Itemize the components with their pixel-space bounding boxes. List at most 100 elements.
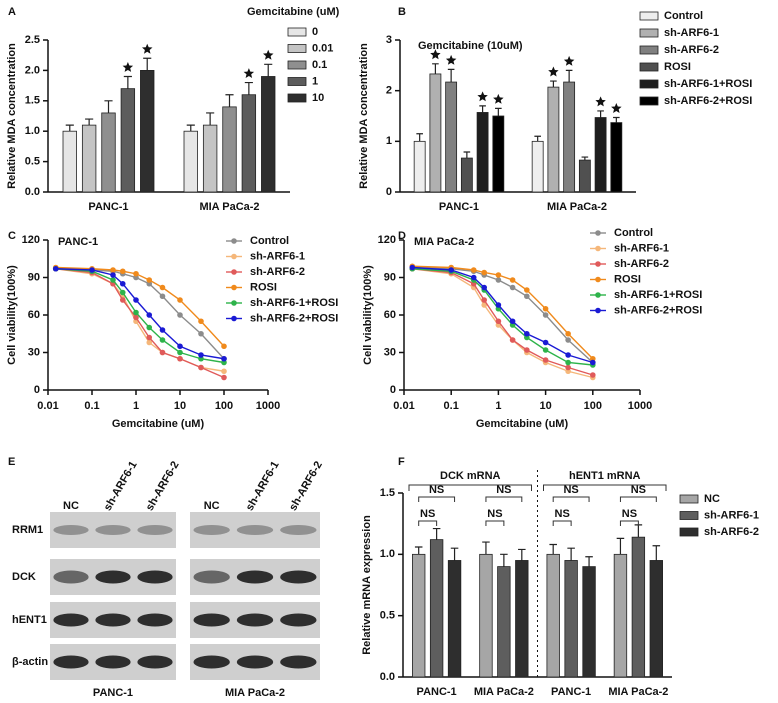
comparison-label: NS [563,484,578,496]
legend-title: Gemcitabine (uM) [247,6,340,18]
group-label: hENT1 mRNA [569,470,641,482]
bar [578,159,591,193]
series-line [412,268,593,366]
series-line [412,265,594,360]
data-point [177,297,183,303]
group-label: DCK mRNA [440,470,501,482]
comparison-label: NS [555,508,570,520]
error-bar [597,110,604,118]
data-point [119,297,126,303]
legend-label: sh-ARF6-1 [250,250,305,262]
x-tick-label: 0.1 [444,400,459,412]
blot-group-label: PANC-1 [93,687,133,699]
legend-label: sh-ARF6-2+ROSI [250,312,338,324]
y-tick-label: 1.5 [380,487,395,499]
bar [429,73,442,193]
panel-annotation: MIA PaCa-2 [414,236,474,248]
data-point [198,364,204,371]
x-tick-label: MIA PaCa-2 [608,686,668,698]
series-line [55,268,225,379]
legend-marker [231,238,237,244]
significance-star [493,93,504,104]
bar [649,560,663,678]
bar [62,130,77,193]
data-point [509,318,516,325]
comparison-bracket [418,496,456,502]
blot-band [193,570,230,584]
y-tick-label: 1.0 [380,548,395,560]
significance-star [563,55,575,66]
significance-star [122,62,134,72]
legend-label: sh-ARF6-1 [704,509,759,521]
y-tick-label: 1.5 [25,95,40,107]
blot-band [95,613,131,627]
data-point [133,314,139,321]
comparison-label: NS [496,484,511,496]
legend-marker [595,261,601,267]
data-point [590,372,596,378]
error-bar [123,75,132,89]
data-point [542,312,549,318]
error-bar [500,553,508,567]
error-bar [567,547,575,561]
data-point [542,339,549,346]
error-bar [447,68,455,83]
data-point [119,280,126,287]
data-point [524,330,530,337]
error-bar [585,556,593,567]
bar [497,566,511,678]
bar [476,112,489,193]
data-point [481,284,487,291]
data-point [565,337,571,343]
legend-marker [595,307,601,314]
data-point [495,302,502,308]
data-point [159,337,166,343]
y-tick-label: 2.0 [25,64,40,76]
comparison-bracket [552,520,572,526]
blot-band [193,655,230,669]
legend-swatch [679,511,699,520]
blot-band [137,613,173,627]
blot-band [53,525,89,535]
data-point [146,334,153,341]
bar [563,81,576,193]
y-axis-label: Cell viability(100%) [362,265,374,365]
panel-annotation: PANC-1 [58,236,98,248]
error-bar [549,543,557,555]
legend-swatch [639,79,659,89]
error-bar [225,94,234,107]
bar [610,122,623,193]
data-point [481,269,487,276]
bar [81,124,97,193]
y-tick-label: 120 [378,234,396,246]
bar [479,553,493,678]
y-tick-label: 0 [386,186,392,198]
x-tick-label: MIA PaCa-2 [547,201,607,213]
x-tick-label: MIA PaCa-2 [474,686,534,698]
error-bar [550,80,557,88]
bar [412,553,426,678]
error-bar [518,548,526,561]
significance-star [243,68,255,78]
bar [429,539,444,678]
blot-band [280,525,317,535]
x-tick-label: 0.1 [84,400,99,412]
series-line [412,266,594,364]
legend-label: Control [614,227,653,239]
data-point [565,359,571,366]
x-tick-label: MIA PaCa-2 [199,201,259,213]
legend-label: sh-ARF6-2 [704,526,759,538]
data-point [221,374,227,381]
data-point [524,347,530,353]
data-point [509,284,516,291]
y-tick-label: 30 [384,346,396,358]
panel-letter: E [8,456,15,468]
data-point [198,330,204,337]
group-bracket [543,484,667,491]
lane-label: sh-ARF6-2 [287,459,325,513]
x-tick-label: 1000 [628,400,652,412]
blot-band [193,525,230,535]
y-tick-label: 0.5 [25,156,40,168]
legend-label: ROSI [614,273,641,285]
